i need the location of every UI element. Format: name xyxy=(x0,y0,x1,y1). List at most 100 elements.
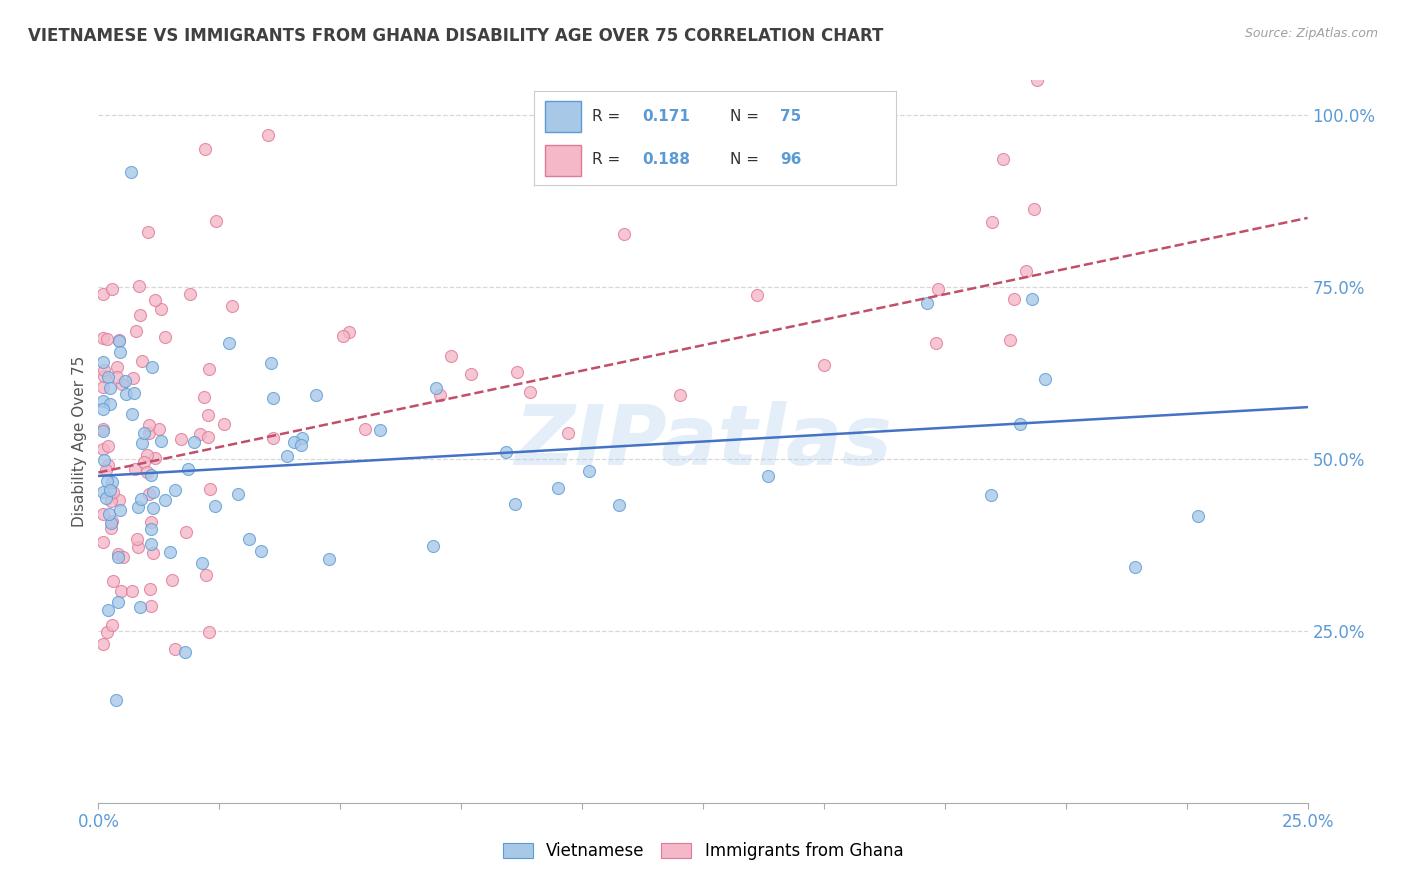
Point xyxy=(124,324,146,338)
Point xyxy=(107,370,129,384)
Point xyxy=(138,487,160,501)
Point xyxy=(917,296,939,310)
Point xyxy=(221,299,243,313)
Point xyxy=(193,390,215,404)
Point xyxy=(101,574,124,588)
Point xyxy=(262,392,284,406)
Point xyxy=(100,493,122,508)
Point xyxy=(108,334,131,348)
Point xyxy=(150,434,173,449)
Point xyxy=(460,367,482,381)
Point xyxy=(135,448,157,462)
Point xyxy=(97,370,120,384)
Point xyxy=(332,328,354,343)
Point xyxy=(121,407,143,421)
Point xyxy=(94,491,117,506)
Point xyxy=(283,434,305,449)
Point xyxy=(108,503,131,517)
Point xyxy=(925,335,948,350)
Point xyxy=(138,425,160,440)
Point xyxy=(337,325,360,339)
Point xyxy=(101,282,124,296)
Point xyxy=(1008,417,1031,432)
Point xyxy=(91,286,114,301)
Point xyxy=(98,483,121,497)
Point xyxy=(519,384,541,399)
Point xyxy=(197,430,219,444)
Point xyxy=(429,388,451,402)
Point xyxy=(96,332,118,346)
Point xyxy=(169,432,191,446)
Point xyxy=(422,539,444,553)
Point xyxy=(91,508,114,522)
Point xyxy=(107,547,129,561)
Point xyxy=(100,521,122,535)
Point xyxy=(139,515,162,529)
Point xyxy=(290,438,312,452)
Point xyxy=(111,376,134,391)
Point xyxy=(141,467,163,482)
Point xyxy=(1025,73,1047,87)
Point xyxy=(557,425,579,440)
Text: ZIPatlas: ZIPatlas xyxy=(515,401,891,482)
Point xyxy=(354,422,377,436)
Point xyxy=(813,358,835,372)
Point xyxy=(103,485,125,500)
Point xyxy=(98,381,121,395)
Point xyxy=(128,279,150,293)
Point xyxy=(98,397,121,411)
Point xyxy=(107,595,129,609)
Point xyxy=(318,551,340,566)
Point xyxy=(100,516,122,530)
Point xyxy=(93,453,115,467)
Point xyxy=(179,287,201,301)
Point xyxy=(136,225,159,239)
Point xyxy=(425,381,447,395)
Point xyxy=(1123,559,1146,574)
Point xyxy=(197,625,219,640)
Point xyxy=(176,462,198,476)
Point xyxy=(91,331,114,345)
Point xyxy=(143,451,166,466)
Point xyxy=(212,417,235,431)
Point xyxy=(197,408,219,422)
Point xyxy=(121,583,143,598)
Point xyxy=(91,534,114,549)
Point xyxy=(132,454,155,468)
Point xyxy=(547,482,569,496)
Point xyxy=(669,388,692,402)
Point xyxy=(1021,292,1043,306)
Point xyxy=(218,335,240,350)
Point xyxy=(993,152,1015,166)
Point xyxy=(198,362,221,376)
Point xyxy=(195,567,218,582)
Point xyxy=(276,449,298,463)
Point xyxy=(506,365,529,379)
Point xyxy=(163,641,186,656)
Point xyxy=(998,334,1021,348)
Point xyxy=(135,466,157,480)
Point xyxy=(183,435,205,450)
Point xyxy=(304,388,326,402)
Point xyxy=(142,484,165,499)
Point xyxy=(94,463,117,477)
Point xyxy=(613,227,636,242)
Point xyxy=(91,355,114,369)
Point xyxy=(129,492,152,507)
Point xyxy=(141,360,163,375)
Point xyxy=(91,394,114,409)
Point xyxy=(141,522,163,536)
Point xyxy=(238,532,260,546)
Point xyxy=(226,487,249,501)
Point xyxy=(107,333,129,347)
Point xyxy=(204,499,226,513)
Point xyxy=(134,425,156,440)
Point xyxy=(100,618,122,632)
Text: Source: ZipAtlas.com: Source: ZipAtlas.com xyxy=(1244,27,1378,40)
Point xyxy=(101,475,124,489)
Point xyxy=(131,353,153,368)
Point xyxy=(927,282,949,296)
Legend: Vietnamese, Immigrants from Ghana: Vietnamese, Immigrants from Ghana xyxy=(496,836,910,867)
Point xyxy=(124,461,146,475)
Point xyxy=(138,418,160,433)
